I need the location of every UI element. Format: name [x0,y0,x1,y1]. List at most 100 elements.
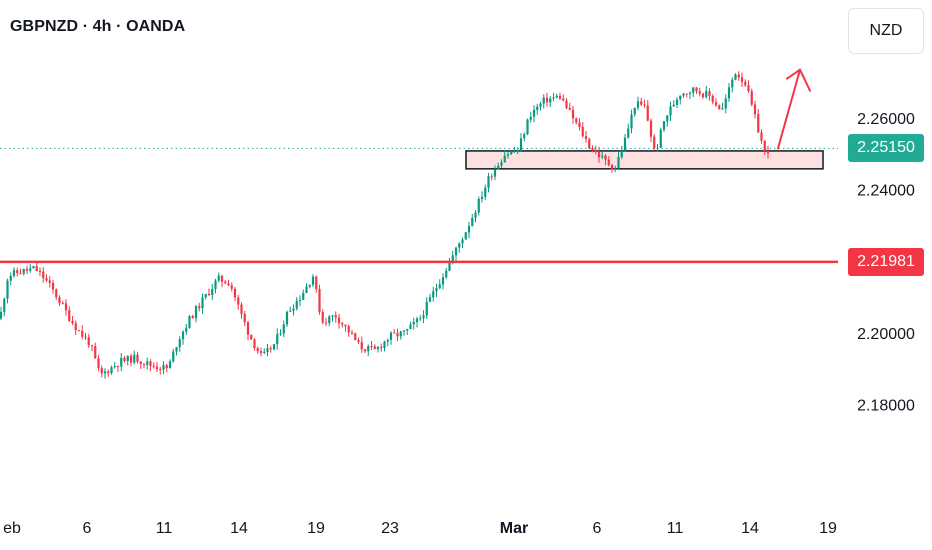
candle-body [185,327,188,332]
candle-body [272,344,276,350]
candle-body [695,87,698,92]
candle-body [155,366,159,369]
candle-body [87,337,90,346]
candle-body [672,104,675,107]
candle-body [588,139,591,149]
candle-body [38,270,42,272]
candle-body [659,129,662,148]
candle-body [607,159,610,166]
candle-body [662,121,666,130]
candle-body [747,85,750,92]
candle-body [123,357,126,361]
candle-body [435,288,438,292]
candle-body [412,322,415,325]
candle-body [282,324,285,334]
candle-body [204,294,207,298]
time-tick-label: Mar [500,520,528,537]
candle-body [292,308,295,311]
support-zone-box[interactable] [465,150,824,170]
candle-body [552,97,555,99]
candle-body [380,346,383,349]
candle-body [113,366,116,368]
candle-body [276,334,279,345]
candle-body [198,306,201,309]
candle-body [58,297,61,304]
zone-layer [465,150,824,170]
candle-body [55,289,58,298]
candle-body [308,284,311,287]
candle-body [711,95,714,103]
candle-body [415,318,419,323]
candle-body [640,101,643,105]
time-tick-label: 6 [83,520,92,537]
candle-body [396,333,399,337]
candle-body [347,326,350,333]
candle-body [575,118,578,123]
candle-body [71,320,74,324]
candle-body [503,155,506,163]
candle-body [227,283,230,286]
candle-body [441,277,445,285]
time-tick-label: 14 [230,520,248,537]
candle-body [224,281,227,284]
candle-body [744,81,747,86]
candle-body [146,361,149,365]
candle-body [207,294,211,296]
candle-body [12,270,16,276]
candle-body [734,74,737,80]
candle-body [454,247,458,256]
candle-body [597,151,601,158]
candle-body [419,318,422,320]
candle-body [448,261,451,271]
candle-body [601,155,604,158]
candle-body [633,107,636,115]
candle-body [620,150,623,158]
candle-body [484,187,487,197]
candle-body [740,77,744,82]
candle-body [516,150,519,152]
candle-body [357,340,360,343]
candle-body [685,93,688,95]
candle-body [724,98,727,109]
candle-body [97,358,100,369]
candle-body [6,280,9,299]
candle-body [68,310,71,321]
candle-body [100,368,103,374]
candle-body [399,331,402,337]
candle-body [617,157,620,169]
candle-body [354,333,357,341]
candle-body [763,140,766,152]
projection-arrow[interactable] [777,68,811,150]
candle-body [386,339,389,342]
candle-body [406,329,409,331]
candle-body [591,148,594,151]
candle-body [523,134,526,139]
candle-body [467,225,471,233]
time-axis[interactable]: eb 6 11 14 19 23 Mar 6 11 14 19 [3,520,837,537]
candle-body [760,132,763,141]
candle-body [29,268,32,271]
candle-body [315,276,318,289]
price-tick-label: 2.18000 [857,397,915,414]
candle-body [318,288,321,313]
candle-body [256,348,259,352]
candle-body [77,330,81,332]
candle-body [337,317,341,324]
candle-body [757,114,760,133]
candle-body [692,87,695,93]
candle-body [136,354,139,362]
candle-body [506,154,510,156]
candle-body [217,275,220,281]
price-tick-label: 2.26000 [857,111,915,128]
currency-selector[interactable]: NZD [848,8,924,54]
price-tick-label: 2.20000 [857,326,915,343]
candle-body [103,371,107,374]
candle-body [610,165,614,170]
candle-body [389,332,393,340]
candle-body [110,367,113,374]
candle-body [653,136,656,149]
candle-body [194,306,198,319]
price-axis[interactable]: 2.26000 2.24000 2.20000 2.18000 [857,111,915,414]
candle-body [165,365,168,369]
